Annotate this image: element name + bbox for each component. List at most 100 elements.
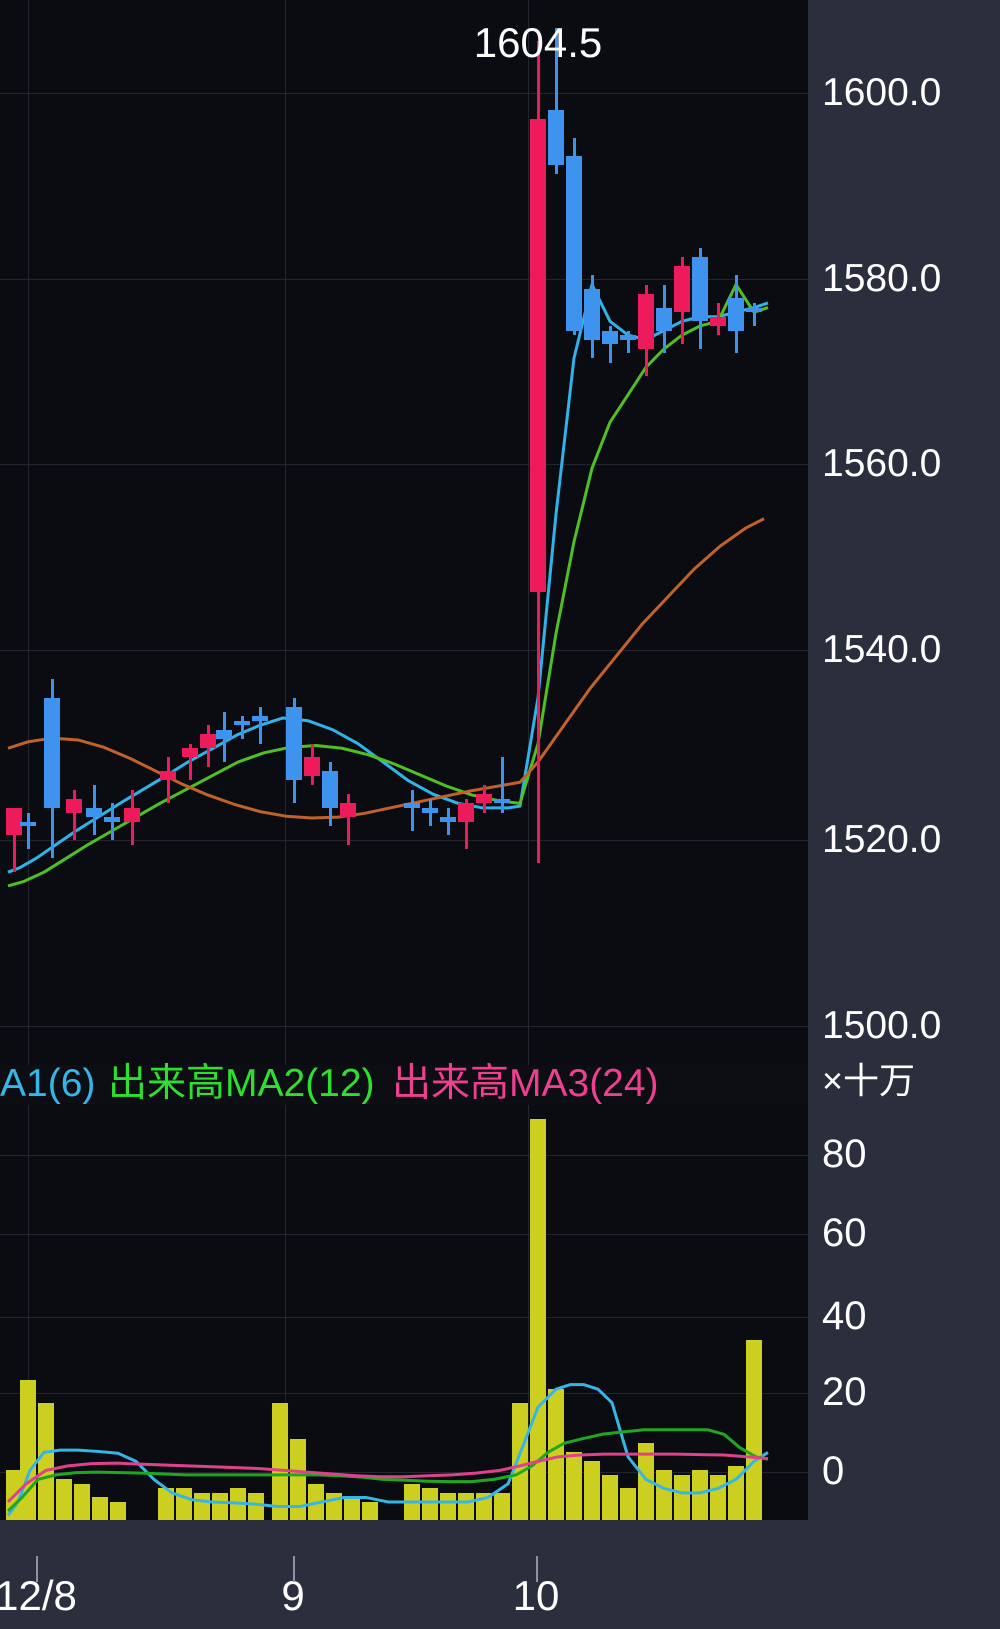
candle-body — [422, 807, 438, 813]
volume-vertical-gridline — [28, 1105, 29, 1520]
price-vertical-gridline — [528, 0, 529, 1065]
price-axis-tick-label: 1580.0 — [822, 257, 942, 300]
volume-ma-legend: A1(6) 出来高MA2(12) 出来高MA3(24) — [0, 1062, 808, 1106]
candle-body — [440, 817, 456, 822]
candle-body — [160, 771, 176, 781]
candle-wick — [110, 803, 114, 841]
price-chart-panel[interactable] — [0, 0, 808, 1065]
price-gridline — [0, 1026, 808, 1027]
candle-wick — [608, 325, 612, 363]
candle-body — [86, 807, 102, 818]
volume-bar — [212, 1492, 228, 1520]
price-gridline — [0, 840, 808, 841]
candle-body — [530, 119, 546, 593]
candle-wick — [188, 743, 192, 781]
candle-body — [216, 729, 232, 740]
volume-axis-tick-label: 0 — [822, 1449, 845, 1493]
candle-wick — [500, 757, 504, 813]
price-axis-tick-label: 1520.0 — [822, 818, 942, 861]
candle-body — [234, 720, 250, 726]
date-axis-tick — [536, 1556, 538, 1582]
volume-ma-line — [6, 1428, 769, 1513]
candle-body — [124, 807, 140, 822]
volume-axis-tick-label: 20 — [822, 1370, 867, 1414]
candle-wick — [240, 716, 244, 740]
date-axis-tick-label: 9 — [281, 1572, 305, 1619]
candle-wick — [446, 807, 450, 836]
volume-bar — [74, 1483, 90, 1520]
candle-wick — [258, 706, 262, 744]
volume-bar — [746, 1339, 762, 1520]
volume-ma-line — [6, 1452, 769, 1504]
volume-bar — [692, 1470, 708, 1520]
candle-wick — [554, 27, 558, 175]
right-axis-panel[interactable]: 1600.0 1580.0 1560.0 1540.0 1520.0 1500.0 ×十万… — [808, 0, 1000, 1520]
candle-body — [104, 817, 120, 822]
candle-body — [728, 298, 744, 331]
price-vertical-gridline — [28, 0, 29, 1065]
volume-bar — [362, 1501, 378, 1520]
price-ma-line — [7, 283, 769, 874]
peak-price-annotation: 1604.5 — [473, 19, 603, 66]
volume-axis-tick-label: 40 — [822, 1294, 867, 1338]
volume-ma-line — [6, 1383, 769, 1517]
price-gridline — [0, 279, 808, 280]
candle-body — [182, 748, 198, 758]
candle-body — [584, 289, 600, 340]
candle-body — [602, 330, 618, 345]
legend-item[interactable]: A1(6) — [0, 1062, 96, 1105]
legend-item[interactable]: 出来高MA2(12) — [108, 1062, 375, 1105]
volume-bar — [422, 1488, 438, 1520]
volume-vertical-gridline — [285, 1105, 286, 1520]
candle-body — [710, 316, 726, 326]
candle-body — [286, 706, 302, 781]
volume-ma-lines — [6, 1383, 769, 1517]
price-ma-line — [7, 517, 765, 820]
volume-chart-panel[interactable] — [0, 1105, 808, 1520]
volume-bar — [728, 1465, 744, 1520]
volume-bar — [110, 1501, 126, 1520]
price-gridline — [0, 93, 808, 94]
volume-bar — [548, 1389, 564, 1520]
volume-bar — [440, 1492, 456, 1520]
legend-item[interactable]: 出来高MA3(24) — [392, 1062, 659, 1105]
candle-body — [304, 757, 320, 776]
candle-wick — [346, 794, 350, 845]
price-axis-tick-label: 1540.0 — [822, 628, 942, 671]
volume-bar — [92, 1497, 108, 1520]
volume-bar — [656, 1470, 672, 1520]
candle-body — [746, 307, 762, 313]
volume-bar — [272, 1402, 288, 1520]
volume-bar — [344, 1497, 360, 1520]
price-axis-tick-label: 1500.0 — [822, 1004, 942, 1047]
volume-bar — [290, 1438, 306, 1520]
price-ma-line — [7, 283, 769, 888]
candle-body — [692, 257, 708, 322]
volume-bar — [602, 1474, 618, 1520]
candle-body — [548, 110, 564, 166]
candle-body — [200, 734, 216, 749]
candle-wick — [464, 798, 468, 850]
candle-wick — [626, 330, 630, 354]
candle-body — [566, 156, 582, 331]
price-axis-tick-label: 1600.0 — [822, 71, 942, 114]
candle-body — [66, 798, 82, 813]
candle-body — [322, 771, 338, 808]
candle-body — [494, 798, 510, 804]
candle-body — [20, 821, 36, 827]
volume-bar — [584, 1461, 600, 1520]
candle-body — [44, 697, 60, 808]
candle-body — [6, 807, 22, 836]
volume-gridline — [0, 1234, 808, 1235]
price-gridline — [0, 464, 808, 465]
bottom-date-axis[interactable]: 12/8 9 10 — [0, 1520, 1000, 1629]
volume-vertical-gridline — [528, 1105, 529, 1520]
candle-body — [476, 794, 492, 804]
volume-axis-tick-label: 80 — [822, 1132, 867, 1176]
price-vertical-gridline — [285, 0, 286, 1065]
volume-bar — [512, 1402, 528, 1520]
price-ma-lines — [7, 283, 769, 888]
candle-wick — [12, 817, 16, 873]
candle-wick — [752, 302, 756, 326]
